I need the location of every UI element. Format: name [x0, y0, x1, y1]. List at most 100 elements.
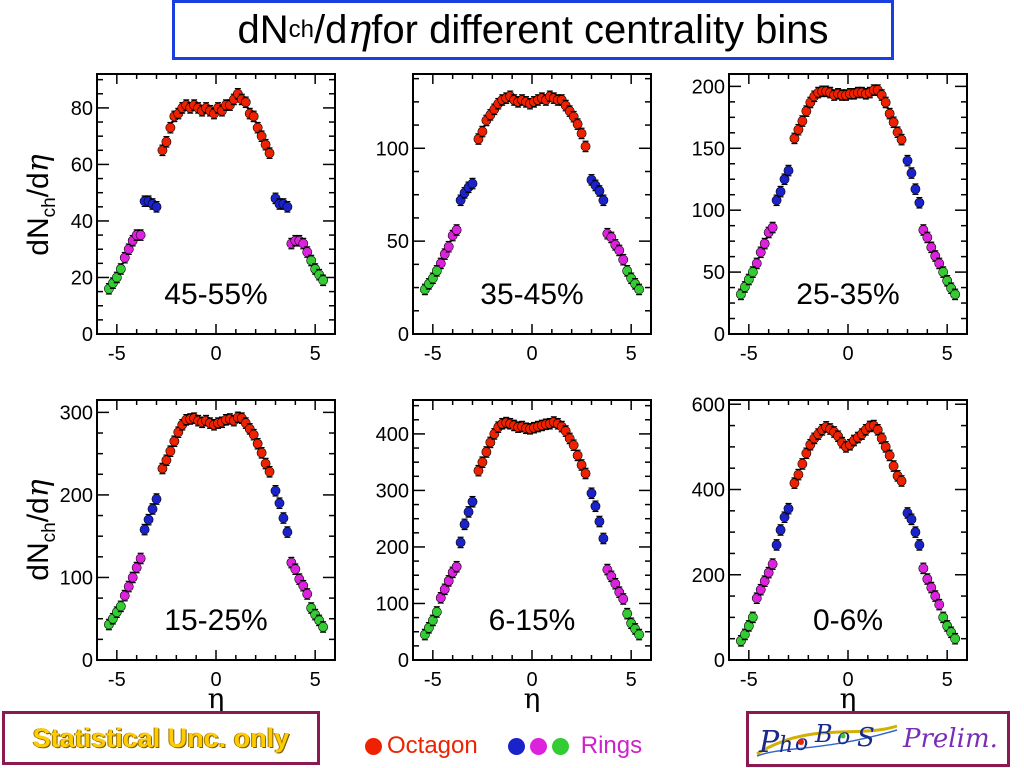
title-sub: ch [288, 16, 314, 43]
x-axis-label: η [208, 682, 225, 712]
data-point [439, 583, 450, 596]
octagon-legend-dot [365, 737, 382, 755]
x-tick-label: 0 [842, 669, 853, 691]
data-point [568, 439, 579, 452]
y-tick-label: 100 [692, 200, 725, 222]
data-point [580, 467, 591, 480]
data-point [302, 246, 313, 258]
centrality-label: 6-15% [489, 604, 576, 637]
data-point [918, 562, 929, 575]
page-title: dN ch/d η for different centrality bins [172, 0, 894, 60]
y-axis-label: dNch/dη [21, 479, 60, 580]
data-point [586, 487, 597, 500]
data-point [248, 110, 259, 123]
y-tick-label: 400 [376, 424, 409, 446]
data-point [922, 573, 933, 585]
data-point [789, 132, 800, 145]
data-point [922, 231, 933, 244]
centrality-label: 35-45% [480, 278, 583, 311]
data-point [427, 614, 438, 627]
data-point [775, 524, 786, 536]
y-tick-label: 0 [82, 324, 93, 346]
data-point [751, 257, 762, 270]
x-tick-label: -5 [740, 669, 758, 691]
x-tick-label: 0 [842, 343, 853, 365]
data-point [910, 526, 921, 538]
x-tick-label: 5 [626, 343, 637, 365]
data-point [938, 611, 949, 624]
y-tick-label: 400 [692, 480, 725, 502]
data-point [906, 513, 917, 526]
data-point [161, 454, 172, 467]
data-point [614, 244, 625, 257]
data-point [290, 563, 301, 576]
legend: Octagon Rings [365, 728, 642, 764]
data-point [143, 513, 154, 526]
data-point [739, 628, 750, 641]
data-point [467, 177, 478, 190]
data-point [240, 96, 251, 109]
y-tick-label: 0 [398, 324, 409, 346]
svg-text:B: B [814, 720, 833, 748]
data-point [467, 495, 478, 508]
data-point [151, 201, 162, 213]
y-tick-label: 200 [692, 565, 725, 587]
phobos-logo-icon: P h o B o S [756, 720, 898, 760]
data-point [618, 253, 629, 266]
data-point [127, 571, 138, 584]
data-point [610, 577, 621, 590]
y-tick-label: 200 [376, 537, 409, 559]
y-tick-label: 300 [376, 480, 409, 502]
data-point [888, 460, 899, 472]
data-point [906, 167, 917, 179]
data-point [590, 500, 601, 513]
ring-mid-legend-dot [529, 737, 547, 755]
y-tick-label: 40 [71, 211, 93, 233]
data-point [872, 424, 883, 436]
y-axis-label: dNch/dη [21, 154, 60, 255]
x-tick-label: -5 [108, 669, 126, 691]
y-tick-label: 150 [692, 138, 725, 160]
data-point [771, 539, 782, 551]
chart-panel: -5 0 5 0 200 400 600 0-6% η [692, 394, 968, 712]
y-tick-label: 200 [692, 76, 725, 98]
data-point [256, 130, 267, 142]
ring-outer-legend-dot [551, 737, 569, 755]
data-point [880, 96, 891, 109]
data-point [938, 266, 949, 278]
data-point [302, 588, 313, 600]
data-point [477, 456, 488, 468]
data-point [115, 263, 126, 275]
data-point [926, 581, 937, 594]
y-tick-label: 50 [703, 262, 725, 284]
data-point [463, 506, 474, 518]
data-point [270, 484, 281, 497]
centrality-label: 15-25% [164, 604, 267, 637]
statistical-note-text: Statistical Unc. only [32, 722, 290, 753]
prelim-label: Prelim. [903, 724, 998, 754]
data-point [264, 466, 275, 478]
data-point [473, 464, 484, 477]
data-point [451, 560, 462, 573]
data-point [318, 621, 328, 633]
data-point [598, 532, 609, 545]
y-tick-label: 20 [71, 267, 93, 289]
data-point [580, 140, 591, 153]
y-tick-label: 60 [71, 154, 93, 176]
x-tick-label: -5 [424, 343, 442, 365]
data-point [278, 512, 289, 524]
data-point [165, 445, 176, 457]
data-point [755, 246, 766, 259]
data-point [914, 196, 925, 209]
data-point [252, 437, 263, 450]
data-point [594, 515, 605, 528]
data-point [902, 154, 913, 167]
data-point [123, 243, 134, 256]
data-point [123, 580, 134, 593]
title-eta: η [347, 7, 372, 53]
data-point [282, 526, 293, 538]
data-point [747, 611, 758, 624]
x-tick-label: 5 [310, 343, 321, 365]
